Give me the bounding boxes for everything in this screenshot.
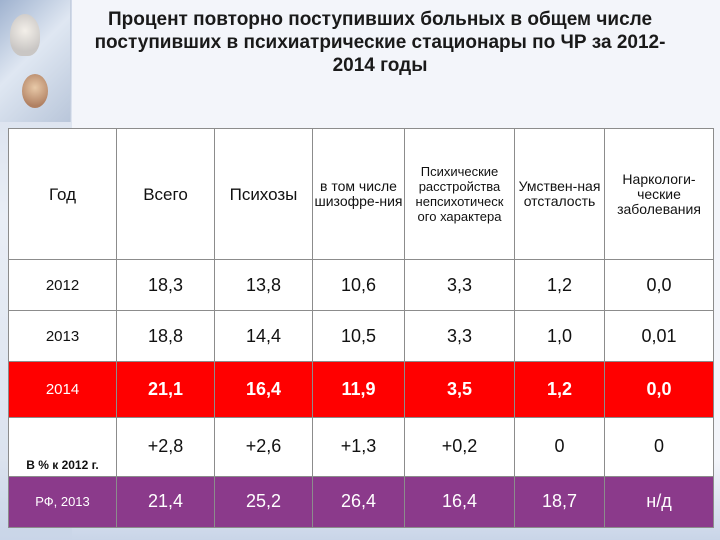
cell-mental-retardation: 1,2 [514, 361, 605, 418]
cell-nonpsychotic: 3,3 [404, 310, 515, 363]
cell-schizophrenia: 10,5 [312, 310, 405, 363]
row-label: 2014 [8, 361, 117, 418]
row-label: В % к 2012 г. [8, 416, 117, 477]
table-row-2012: 2012 18,3 13,8 10,6 3,3 1,2 0,0 [8, 259, 714, 312]
cell-psychoses: 25,2 [214, 475, 313, 529]
cell-mental-retardation: 18,7 [514, 475, 605, 529]
cell-narcological: 0,01 [604, 310, 714, 363]
row-label: РФ, 2013 [8, 475, 117, 529]
table-row-2014: 2014 21,1 16,4 11,9 3,5 1,2 0,0 [8, 361, 714, 418]
cell-schizophrenia: 11,9 [312, 361, 405, 418]
header-total: Всего [116, 127, 215, 261]
cell-total: 21,4 [116, 475, 215, 529]
header-psychoses: Психозы [214, 127, 313, 261]
header-nonpsychotic: Психические расстройства непсихотическ о… [404, 127, 515, 261]
cell-schizophrenia: 10,6 [312, 259, 405, 312]
cell-total: 18,8 [116, 310, 215, 363]
slide-title: Процент повторно поступивших больных в о… [94, 9, 666, 76]
header-narcological: Наркологи-ческие заболевания [604, 127, 714, 261]
cell-total: 21,1 [116, 361, 215, 418]
cell-mental-retardation: 0 [514, 416, 605, 477]
cell-schizophrenia: 26,4 [312, 475, 405, 529]
cell-total: +2,8 [116, 416, 215, 477]
row-label: 2012 [8, 259, 117, 312]
table-row-rf-2013: РФ, 2013 21,4 25,2 26,4 16,4 18,7 н/д [8, 475, 714, 529]
header-row: Год Всего Психозы в том числе шизофре-ни… [8, 127, 714, 261]
header-photo [0, 0, 71, 122]
cell-total: 18,3 [116, 259, 215, 312]
table-row-percent-change: В % к 2012 г. +2,8 +2,6 +1,3 +0,2 0 0 [8, 416, 714, 477]
cell-narcological: 0 [604, 416, 714, 477]
header-mental-retardation: Умствен-ная отсталость [514, 127, 605, 261]
cell-nonpsychotic: 16,4 [404, 475, 515, 529]
data-table: Год Всего Психозы в том числе шизофре-ни… [8, 127, 714, 529]
row-label: 2013 [8, 310, 117, 363]
header-schizophrenia: в том числе шизофре-ния [312, 127, 405, 261]
table-row-2013: 2013 18,8 14,4 10,5 3,3 1,0 0,01 [8, 310, 714, 363]
cell-narcological: н/д [604, 475, 714, 529]
header-year: Год [8, 127, 117, 261]
cell-psychoses: 16,4 [214, 361, 313, 418]
nurse-figure [22, 74, 48, 108]
doctor-figure [10, 14, 40, 56]
cell-mental-retardation: 1,0 [514, 310, 605, 363]
cell-nonpsychotic: 3,3 [404, 259, 515, 312]
cell-psychoses: 14,4 [214, 310, 313, 363]
cell-psychoses: 13,8 [214, 259, 313, 312]
cell-nonpsychotic: 3,5 [404, 361, 515, 418]
cell-mental-retardation: 1,2 [514, 259, 605, 312]
cell-narcological: 0,0 [604, 259, 714, 312]
cell-nonpsychotic: +0,2 [404, 416, 515, 477]
cell-psychoses: +2,6 [214, 416, 313, 477]
cell-narcological: 0,0 [604, 361, 714, 418]
data-table-container: Год Всего Психозы в том числе шизофре-ни… [8, 127, 714, 529]
cell-schizophrenia: +1,3 [312, 416, 405, 477]
